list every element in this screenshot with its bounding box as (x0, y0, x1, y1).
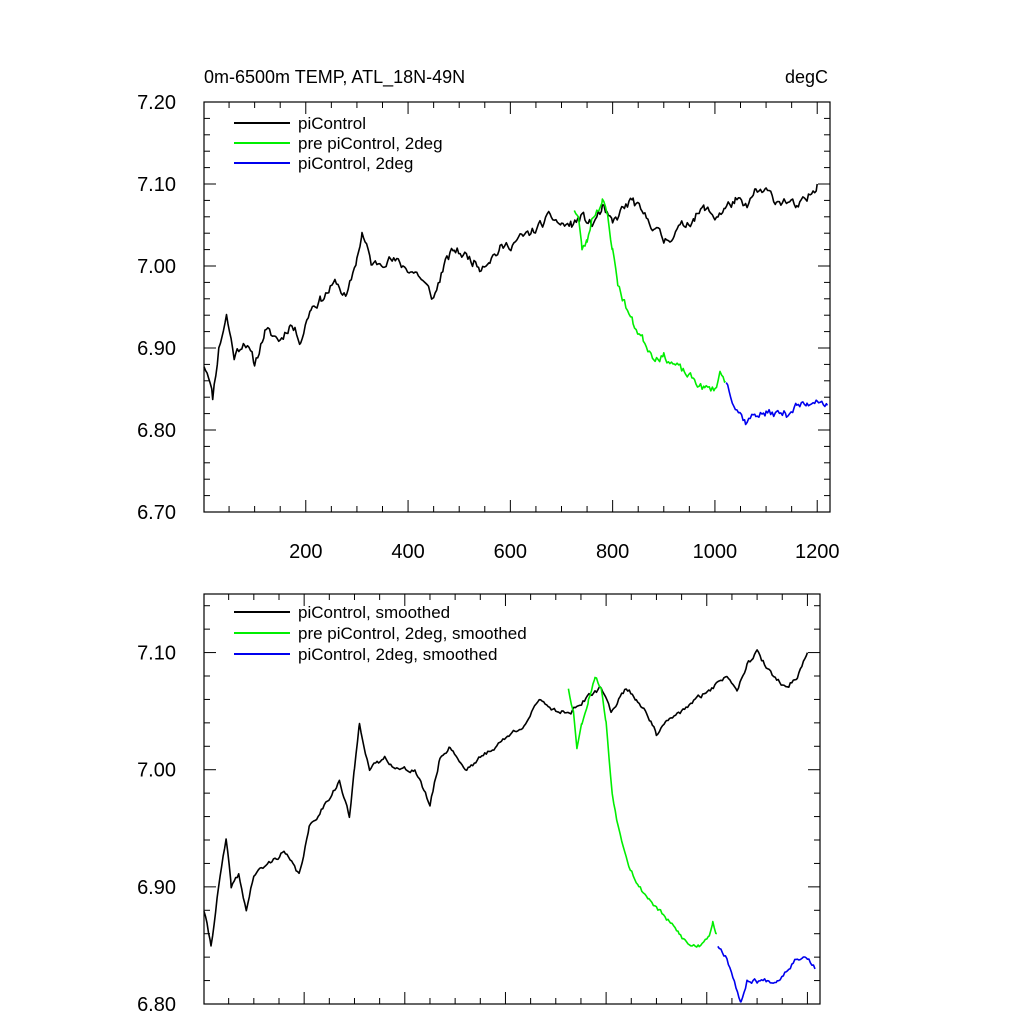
top-series-layer (203, 183, 829, 426)
top-plot-frame (203, 101, 831, 513)
bottom-plot-frame (203, 593, 821, 1005)
top-y-tick-label: 7.10 (137, 174, 176, 196)
top-panel: 200 400 600 800 1000 1200 6.70 6.80 6.90 7.00 7.10… (137, 92, 839, 563)
top-x-tick-label: 200 (289, 541, 322, 563)
top-x-tick-label: 1200 (795, 541, 840, 563)
legend-label-picontrol-smoothed: piControl, smoothed (298, 603, 450, 622)
bottom-legend: piControl, smoothed pre piControl, 2deg,… (234, 603, 527, 664)
top-y-tick-label: 6.80 (137, 420, 176, 442)
series-line-picontrol-2deg (725, 382, 829, 426)
top-x-tick-label: 400 (391, 541, 424, 563)
legend-label-picontrol-2deg: piControl, 2deg (298, 154, 413, 173)
bottom-panel: 6.80 6.90 7.00 7.10 piControl, smoothed pre… (137, 593, 821, 1016)
series-line-picontrol (203, 183, 818, 401)
chart-title-right: degC (785, 67, 828, 87)
bottom-y-tick-label: 7.10 (137, 643, 176, 665)
legend-label-picontrol-2deg-smoothed: piControl, 2deg, smoothed (298, 645, 497, 664)
top-legend: piControl pre piControl, 2deg piControl,… (234, 114, 443, 173)
chart-title-left: 0m-6500m TEMP, ATL_18N-49N (204, 67, 465, 88)
top-x-tick-label: 1000 (693, 541, 738, 563)
top-axes-layer: 200 400 600 800 1000 1200 6.70 6.80 6.90 7.00 7.10… (137, 92, 839, 563)
bottom-axes-layer: 6.80 6.90 7.00 7.10 (137, 593, 821, 1016)
top-y-tick-label: 7.00 (137, 256, 176, 278)
bottom-y-tick-label: 6.80 (137, 994, 176, 1016)
bottom-y-tick-label: 7.00 (137, 760, 176, 782)
legend-label-pre-picontrol-2deg-smoothed: pre piControl, 2deg, smoothed (298, 624, 527, 643)
top-y-tick-label: 7.20 (137, 92, 176, 114)
series-line-picontrol-smoothed (203, 649, 809, 947)
legend-label-picontrol: piControl (298, 114, 366, 133)
top-y-tick-label: 6.70 (137, 502, 176, 524)
series-line-pre-picontrol-2deg-smoothed (567, 676, 718, 948)
series-line-picontrol-2deg-smoothed (717, 945, 816, 1003)
legend-label-pre-picontrol-2deg: pre piControl, 2deg (298, 134, 443, 153)
series-line-pre-picontrol-2deg (573, 198, 726, 392)
top-y-tick-label: 6.90 (137, 338, 176, 360)
bottom-y-tick-label: 6.90 (137, 877, 176, 899)
bottom-series-layer (203, 649, 816, 1003)
top-x-tick-label: 600 (494, 541, 527, 563)
top-x-tick-label: 800 (596, 541, 629, 563)
